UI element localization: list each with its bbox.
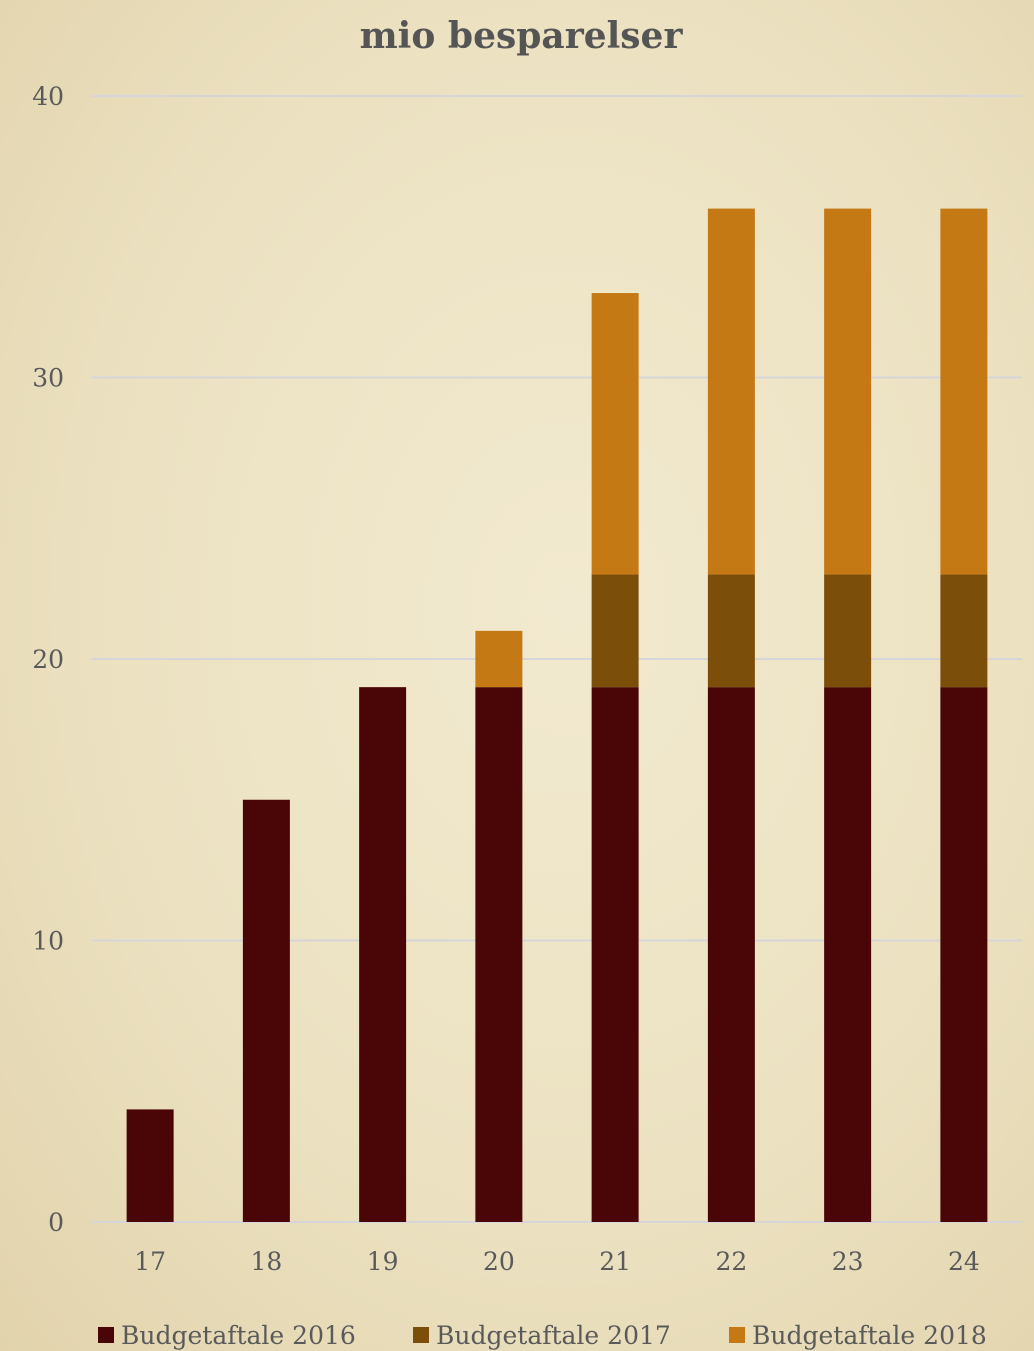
x-tick-label: 24	[948, 1247, 980, 1276]
x-tick-label: 20	[483, 1247, 515, 1276]
y-tick-label: 40	[32, 82, 64, 111]
legend-swatch	[413, 1327, 429, 1343]
x-tick-label: 17	[134, 1247, 166, 1276]
bar-segment	[707, 687, 755, 1222]
legend-label: Budgetaftale 2016	[121, 1321, 356, 1350]
bar-segment	[940, 574, 988, 688]
y-tick-label: 10	[32, 927, 64, 956]
legend: Budgetaftale 2016 Budgetaftale 2017 Budget…	[98, 1321, 987, 1350]
bar-segment	[707, 208, 755, 575]
y-axis-ticks: 0 10 20 30 40	[32, 82, 64, 1237]
bar-segment	[242, 799, 290, 1222]
y-tick-label: 0	[48, 1208, 64, 1237]
bars	[126, 208, 988, 1222]
bar-segment	[707, 574, 755, 688]
bar-segment	[824, 574, 872, 688]
bar-segment	[591, 574, 639, 688]
bar-segment	[940, 208, 988, 575]
bar-segment	[591, 687, 639, 1222]
x-tick-label: 19	[367, 1247, 399, 1276]
x-tick-label: 18	[250, 1247, 282, 1276]
x-tick-label: 23	[832, 1247, 864, 1276]
bar-segment	[940, 687, 988, 1222]
legend-swatch	[98, 1327, 114, 1343]
x-tick-label: 22	[715, 1247, 747, 1276]
bar-segment	[475, 687, 523, 1222]
bar-segment	[591, 293, 639, 575]
x-axis-ticks: 17 18 19 20 21 22 23 24	[134, 1247, 980, 1276]
bar-segment	[359, 687, 407, 1222]
y-tick-label: 20	[32, 645, 64, 674]
legend-swatch	[729, 1327, 745, 1343]
x-tick-label: 21	[599, 1247, 631, 1276]
legend-label: Budgetaftale 2017	[436, 1321, 671, 1350]
bar-segment	[824, 208, 872, 575]
y-tick-label: 30	[32, 364, 64, 393]
bar-segment	[475, 630, 523, 688]
gridlines	[92, 95, 1022, 1223]
legend-label: Budgetaftale 2018	[752, 1321, 987, 1350]
bar-segment	[824, 687, 872, 1222]
chart-title: mio besparelser	[360, 15, 684, 57]
bar-segment	[126, 1109, 174, 1222]
